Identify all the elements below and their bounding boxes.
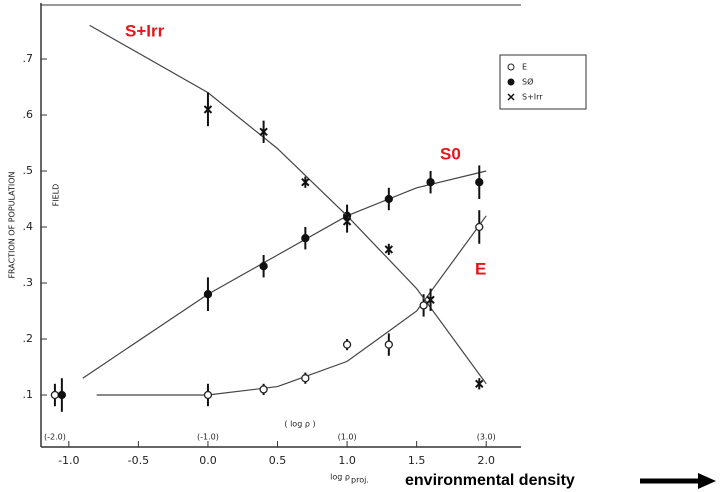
point (342, 217, 352, 226)
point (419, 301, 428, 310)
annotation: S+Irr (125, 21, 165, 40)
point (203, 290, 213, 299)
point (301, 234, 310, 243)
legend-label: E (522, 63, 527, 72)
y-tick-label: .4 (23, 220, 34, 233)
point (384, 194, 393, 204)
fit-curve (96, 215, 487, 396)
point-cross (342, 217, 352, 226)
field-label: FIELD (52, 184, 61, 207)
point-cross (203, 105, 213, 114)
legend-marker (507, 93, 515, 101)
point (475, 379, 484, 389)
point-cross (259, 127, 268, 137)
legend-label: SØ (522, 77, 533, 87)
y-tick-label: .7 (23, 52, 34, 65)
legend-marker (507, 78, 515, 86)
point (57, 390, 67, 400)
legend-label: S+Irr (522, 93, 543, 102)
legend-marker (507, 63, 515, 71)
arrow-head (698, 473, 716, 489)
point (384, 245, 394, 254)
x-tick-label: 1.5 (408, 454, 426, 467)
x2-tick-label: (1.0) (338, 433, 357, 442)
annotation: E (475, 259, 486, 278)
x2-axis-label: ( log ρ ) (284, 420, 315, 429)
point-cross (384, 245, 394, 254)
x-tick-label: 1.0 (338, 454, 356, 467)
point (426, 178, 435, 187)
point (259, 385, 268, 394)
y-tick-label: .5 (23, 164, 34, 177)
x-tick-label: -0.5 (128, 454, 149, 467)
point (203, 105, 213, 114)
x-tick-label: 0.5 (269, 454, 287, 467)
x-tick-label: -1.0 (58, 454, 79, 467)
point (475, 178, 484, 187)
x-tick-label: 0.0 (199, 454, 217, 467)
point (342, 340, 352, 349)
point (50, 390, 60, 400)
point-cross (301, 177, 310, 187)
x-tick-label: 2.0 (477, 454, 495, 467)
x-axis-label: log ρ (330, 473, 350, 482)
point (384, 340, 393, 349)
point-cross (426, 295, 435, 305)
point (259, 127, 268, 137)
fit-curve (82, 170, 487, 379)
y-tick-label: .2 (23, 332, 34, 345)
y-axis-label: FRACTION OF POPULATION (8, 171, 17, 278)
point (301, 177, 310, 187)
footer: environmental density (405, 472, 575, 489)
x-axis-label-sub: proj. (351, 476, 369, 485)
annotation: S0 (440, 144, 461, 163)
point (475, 222, 484, 232)
point-cross (475, 379, 484, 389)
point (203, 390, 213, 400)
fit-curve (89, 24, 487, 385)
point (301, 374, 310, 383)
point (259, 262, 268, 271)
y-tick-label: .6 (23, 108, 34, 121)
x2-tick-label: (-2.0) (44, 433, 66, 442)
y-tick-label: .1 (23, 388, 34, 401)
point (426, 295, 435, 305)
y-tick-label: .3 (23, 276, 34, 289)
x2-tick-label: (-1.0) (197, 433, 219, 442)
x2-tick-label: (3.0) (477, 433, 496, 442)
